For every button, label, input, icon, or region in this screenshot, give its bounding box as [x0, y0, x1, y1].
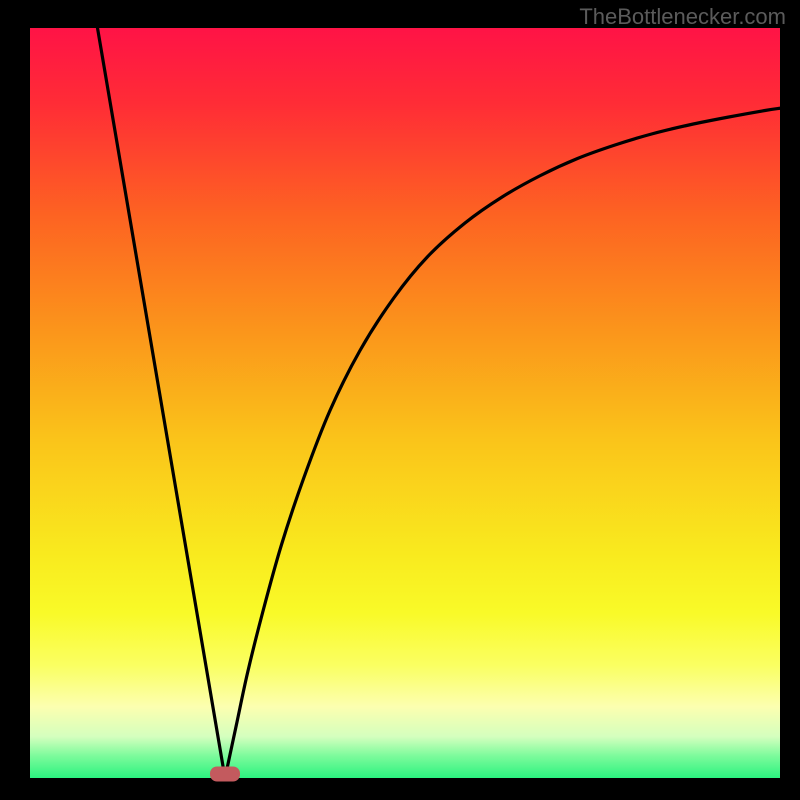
curve-layer [30, 28, 780, 778]
optimum-marker [210, 767, 240, 782]
attribution-text: TheBottlenecker.com [579, 4, 786, 30]
bottleneck-curve [98, 28, 781, 778]
optimum-marker-rect [210, 767, 240, 782]
optimum-marker-svg [210, 767, 240, 782]
chart-container: { "attribution": { "text": "TheBottlenec… [0, 0, 800, 800]
plot-area [30, 28, 780, 778]
